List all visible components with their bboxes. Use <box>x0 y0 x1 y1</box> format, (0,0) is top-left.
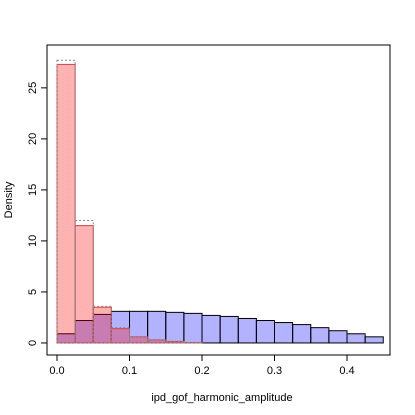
histogram-bar <box>110 327 131 344</box>
plot-area <box>56 59 384 344</box>
histogram-bar <box>56 63 76 344</box>
histogram-bar <box>328 330 348 344</box>
x-tick-label: 0.2 <box>194 365 209 377</box>
y-axis-label: Density <box>3 181 15 218</box>
histogram-bar <box>74 225 94 344</box>
histogram-bar <box>92 305 112 344</box>
y-tick-label: 0 <box>27 340 39 346</box>
histogram-bar <box>183 312 203 344</box>
histogram-bar <box>237 317 257 344</box>
histogram-bar <box>147 339 167 344</box>
histogram-bar <box>201 314 221 344</box>
histogram-bar <box>92 306 112 344</box>
y-tick-label: 15 <box>27 184 39 196</box>
histogram-bar <box>165 340 185 344</box>
y-tick-label: 5 <box>27 289 39 295</box>
histogram-bar <box>255 320 276 344</box>
x-axis-label: ipd_gof_harmonic_amplitude <box>151 392 292 404</box>
x-tick-label: 0.4 <box>339 365 354 377</box>
histogram-bar <box>292 324 312 344</box>
y-tick-label: 25 <box>27 82 39 94</box>
histogram-bar <box>219 315 239 344</box>
histogram-bar <box>165 311 185 344</box>
y-tick-label: 10 <box>27 235 39 247</box>
x-tick-label: 0.3 <box>267 365 282 377</box>
histogram-bar <box>274 322 294 344</box>
x-tick-label: 0.1 <box>122 365 137 377</box>
x-tick-label: 0.0 <box>49 365 64 377</box>
histogram-bar <box>183 341 203 344</box>
histogram-bar <box>310 327 330 344</box>
histogram-bar <box>147 310 167 344</box>
y-tick-label: 20 <box>27 133 39 145</box>
plot-frame <box>46 44 391 356</box>
histogram-bar <box>110 328 131 344</box>
histogram-bar <box>129 336 149 344</box>
histogram-bar <box>346 333 366 344</box>
histogram-bar <box>74 220 94 344</box>
histogram-bar <box>364 336 384 344</box>
histogram-bar <box>56 59 76 344</box>
